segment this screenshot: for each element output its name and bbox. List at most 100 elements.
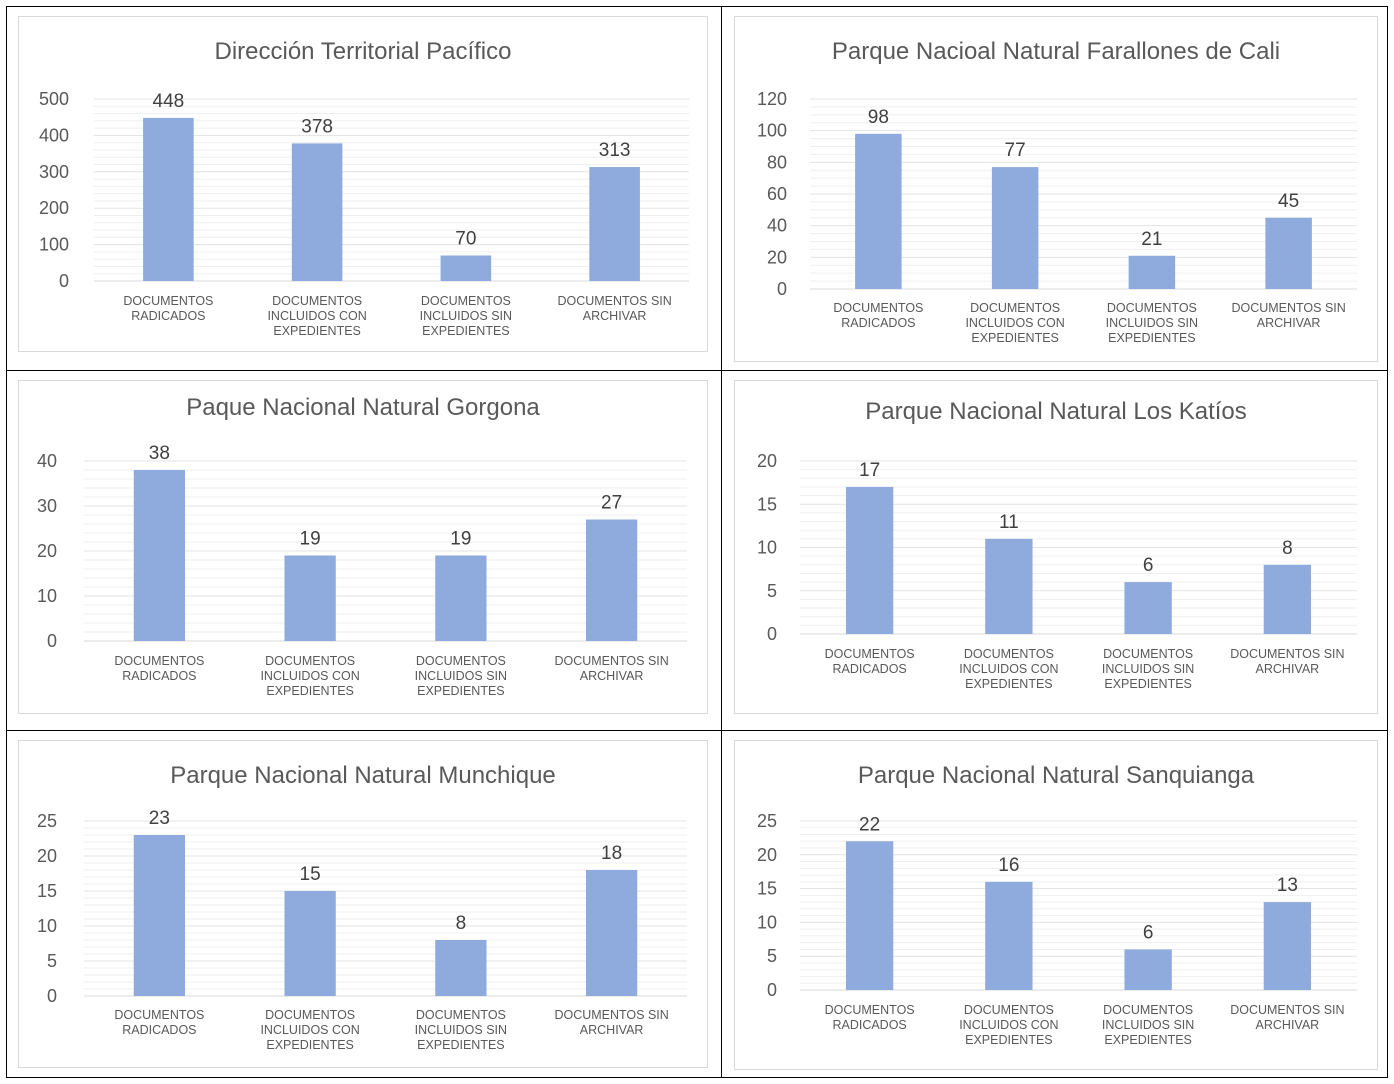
bar <box>585 519 638 641</box>
y-tick-label: 40 <box>767 216 787 236</box>
chart-title: Parque Nacional Natural Los Katíos <box>865 398 1247 425</box>
y-tick-label: 40 <box>37 451 57 471</box>
bar <box>1265 217 1312 289</box>
x-category-label: DOCUMENTOS INCLUIDOS CON EXPEDIENTES <box>267 294 366 338</box>
y-tick-label: 80 <box>767 152 787 172</box>
y-tick-label: 15 <box>37 881 57 901</box>
x-category-label: DOCUMENTOS RADICADOS <box>123 294 213 323</box>
y-tick-label: 200 <box>39 198 69 218</box>
bar <box>1128 255 1176 289</box>
chart-svg: 0 5 10 15 20 Parque Nacional Natural Los Katí… <box>757 398 1357 691</box>
outer-table-frame <box>6 6 1388 1078</box>
chart-panel-sanquianga: 0 5 10 15 20 25 Parque Nacional Natural Sanqui… <box>734 740 1378 1070</box>
x-category-label: DOCUMENTOS SIN ARCHIVAR <box>554 654 668 683</box>
x-category-label: DOCUMENTOS INCLUIDOS CON EXPEDIENTES <box>959 1003 1058 1047</box>
bar <box>985 881 1033 990</box>
x-category-label: DOCUMENTOS INCLUIDOS CON EXPEDIENTES <box>260 1008 359 1052</box>
chart-panel-los-katios: 0 5 10 15 20 Parque Nacional Natural Los Katí… <box>734 380 1378 714</box>
x-category-label: DOCUMENTOS SIN ARCHIVAR <box>1230 647 1344 676</box>
y-tick-label: 5 <box>767 946 777 966</box>
y-tick-label: 10 <box>37 586 57 606</box>
data-label: 15 <box>300 864 321 885</box>
y-tick-label: 400 <box>39 125 69 145</box>
table-column-divider <box>721 6 722 1078</box>
data-label: 98 <box>868 107 889 128</box>
x-category-label: DOCUMENTOS RADICADOS <box>825 647 915 676</box>
bar <box>133 470 186 641</box>
bar <box>845 841 894 990</box>
y-tick-label: 15 <box>757 494 777 514</box>
x-category-label: DOCUMENTOS SIN ARCHIVAR <box>554 1008 668 1037</box>
data-label: 448 <box>153 91 185 112</box>
chart-panel-gorgona: 0 10 20 30 40 Paque Nacional Natural Gorgona 3… <box>18 380 708 714</box>
y-tick-label: 5 <box>47 951 57 971</box>
chart-panel-farallones-de-cali: 0 20 40 60 80 100 120 Parque Nacioal Natural Fa… <box>734 16 1378 362</box>
x-category-label: DOCUMENTOS INCLUIDOS SIN EXPEDIENTES <box>420 294 512 338</box>
data-label: 27 <box>601 493 622 514</box>
y-tick-label: 0 <box>767 624 777 644</box>
y-tick-label: 10 <box>757 912 777 932</box>
chart-svg: 0 20 40 60 80 100 120 Parque Nacioal Natural Fa… <box>757 38 1357 345</box>
data-label: 22 <box>859 814 880 835</box>
y-tick-label: 20 <box>37 541 57 561</box>
data-label: 8 <box>1282 538 1293 559</box>
bar <box>585 870 638 996</box>
y-tick-label: 20 <box>757 845 777 865</box>
chart-title: Parque Nacioal Natural Farallones de Cal… <box>832 38 1280 65</box>
data-label: 45 <box>1278 191 1299 212</box>
x-category-label: DOCUMENTOS INCLUIDOS SIN EXPEDIENTES <box>415 1008 507 1052</box>
y-tick-label: 100 <box>757 121 787 141</box>
y-tick-label: 10 <box>757 538 777 558</box>
data-label: 23 <box>149 808 170 829</box>
data-label: 70 <box>455 229 476 250</box>
y-tick-label: 0 <box>59 271 69 291</box>
bar <box>143 117 194 281</box>
y-tick-label: 20 <box>767 247 787 267</box>
y-tick-label: 15 <box>757 879 777 899</box>
y-tick-label: 20 <box>757 451 777 471</box>
x-category-label: DOCUMENTOS SIN ARCHIVAR <box>557 294 671 323</box>
x-category-label: DOCUMENTOS INCLUIDOS CON EXPEDIENTES <box>965 301 1064 345</box>
data-label: 313 <box>599 140 631 161</box>
data-label: 19 <box>300 529 321 550</box>
data-label: 38 <box>149 443 170 464</box>
chart-svg: 0 10 20 30 40 Paque Nacional Natural Gorgona 3… <box>37 394 687 698</box>
x-category-label: DOCUMENTOS INCLUIDOS SIN EXPEDIENTES <box>415 654 507 698</box>
y-tick-label: 25 <box>757 811 777 831</box>
chart-title: Paque Nacional Natural Gorgona <box>186 394 540 421</box>
data-label: 77 <box>1005 140 1026 161</box>
bar <box>589 167 640 281</box>
data-label: 11 <box>999 512 1019 533</box>
y-tick-label: 0 <box>47 986 57 1006</box>
bar <box>435 555 487 641</box>
x-category-label: DOCUMENTOS INCLUIDOS SIN EXPEDIENTES <box>1102 647 1194 691</box>
y-tick-label: 10 <box>37 916 57 936</box>
y-tick-label: 0 <box>777 279 787 299</box>
bar <box>284 555 336 641</box>
data-label: 13 <box>1277 875 1298 896</box>
bar <box>1263 902 1312 990</box>
x-category-label: DOCUMENTOS RADICADOS <box>114 1008 204 1037</box>
chart-title: Dirección Territorial Pacífico <box>215 38 512 65</box>
bar <box>991 167 1039 289</box>
x-category-label: DOCUMENTOS SIN ARCHIVAR <box>1231 301 1345 330</box>
y-tick-label: 500 <box>39 89 69 109</box>
x-category-label: DOCUMENTOS RADICADOS <box>825 1003 915 1032</box>
data-label: 6 <box>1143 922 1154 943</box>
chart-title: Parque Nacional Natural Munchique <box>170 762 556 789</box>
x-category-label: DOCUMENTOS INCLUIDOS SIN EXPEDIENTES <box>1102 1003 1194 1047</box>
y-tick-label: 0 <box>47 631 57 651</box>
y-tick-label: 300 <box>39 162 69 182</box>
y-tick-label: 0 <box>767 980 777 1000</box>
x-category-label: DOCUMENTOS INCLUIDOS CON EXPEDIENTES <box>959 647 1058 691</box>
bar <box>1124 949 1172 990</box>
bar <box>440 255 492 281</box>
y-tick-label: 25 <box>37 811 57 831</box>
data-label: 16 <box>998 855 1019 876</box>
bar <box>1263 564 1312 634</box>
bar <box>291 143 343 281</box>
data-label: 19 <box>450 529 471 550</box>
x-category-label: DOCUMENTOS INCLUIDOS SIN EXPEDIENTES <box>1106 301 1198 345</box>
y-tick-label: 120 <box>757 89 787 109</box>
x-category-label: DOCUMENTOS RADICADOS <box>833 301 923 330</box>
